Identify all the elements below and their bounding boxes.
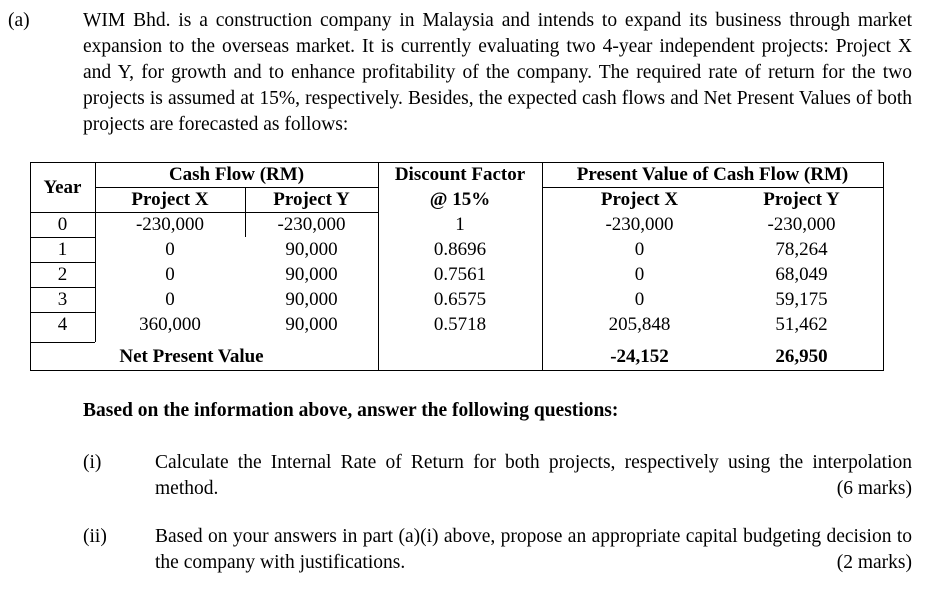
header-cell: Project X	[600, 189, 679, 210]
table-cell: 4	[57, 314, 68, 335]
table-cell: 0.7561	[433, 264, 487, 285]
header-cell: Discount Factor	[394, 164, 526, 185]
table-cell: 0.8696	[433, 239, 487, 260]
table-cell: 0	[165, 289, 175, 310]
row-line	[95, 187, 378, 188]
column-line	[95, 162, 96, 342]
header-cell: Cash Flow (RM)	[168, 164, 305, 185]
row-line	[542, 187, 883, 188]
question-text: Calculate the Internal Rate of Return fo…	[155, 452, 912, 499]
table-cell: 0	[634, 264, 645, 285]
npv-cell: -24,152	[610, 346, 669, 367]
table-cell: 0.5718	[433, 314, 487, 335]
table-cell: -230,000	[605, 214, 674, 235]
table-cell: 90,000	[285, 239, 338, 260]
row-line	[30, 342, 95, 343]
table-border	[30, 370, 884, 371]
table-cell: 78,264	[775, 239, 828, 260]
cash-flow-table: Year Cash Flow (RM) Discount Factor @ 15…	[30, 162, 884, 371]
question-text: Based on your answers in part (a)(i) abo…	[155, 526, 912, 573]
table-border	[883, 162, 884, 370]
header-cell: Project Y	[763, 189, 840, 210]
npv-label: Net Present Value	[119, 346, 264, 367]
table-cell: 2	[57, 264, 68, 285]
row-line	[30, 212, 378, 213]
question-marks: (2 marks)	[836, 552, 912, 573]
table-cell: -230,000	[277, 214, 346, 235]
header-cell: Project X	[131, 189, 209, 210]
table-cell: 90,000	[285, 264, 338, 285]
intro-paragraph: WIM Bhd. is a construction company in Ma…	[83, 10, 912, 135]
row-line	[30, 287, 95, 288]
table-cell: 0	[634, 289, 645, 310]
row-line	[30, 312, 95, 313]
npv-cell: 26,950	[775, 346, 828, 367]
question-number: (i)	[83, 452, 102, 473]
table-cell: 3	[57, 289, 68, 310]
table-cell: -230,000	[135, 214, 205, 235]
table-cell: -230,000	[767, 214, 836, 235]
row-line	[30, 262, 95, 263]
table-cell: 360,000	[139, 314, 201, 335]
section-label: (a)	[8, 10, 30, 31]
prompt: Based on the information above, answer t…	[83, 400, 619, 421]
question-marks: (6 marks)	[836, 478, 912, 499]
table-cell: 90,000	[285, 289, 338, 310]
table-cell: 0	[634, 239, 645, 260]
table-cell: 90,000	[285, 314, 338, 335]
table-border	[30, 162, 883, 163]
table-cell: 0	[165, 264, 175, 285]
column-line	[542, 162, 543, 370]
table-cell: 1	[57, 239, 68, 260]
table-cell: 0	[57, 214, 68, 235]
table-cell: 205,848	[608, 314, 671, 335]
table-border	[30, 162, 31, 370]
table-cell: 51,462	[775, 314, 828, 335]
table-cell: 0.6575	[433, 289, 487, 310]
question-number: (ii)	[83, 526, 107, 547]
row-line	[30, 237, 95, 238]
table-cell: 68,049	[775, 264, 828, 285]
table-cell: 59,175	[775, 289, 828, 310]
table-cell: 0	[165, 239, 175, 260]
header-cell: Present Value of Cash Flow (RM)	[576, 164, 849, 185]
header-cell: @ 15%	[429, 189, 491, 210]
column-line	[378, 162, 379, 370]
table-cell: 1	[455, 214, 465, 235]
header-cell: Project Y	[273, 189, 350, 210]
header-cell: Year	[43, 177, 82, 198]
